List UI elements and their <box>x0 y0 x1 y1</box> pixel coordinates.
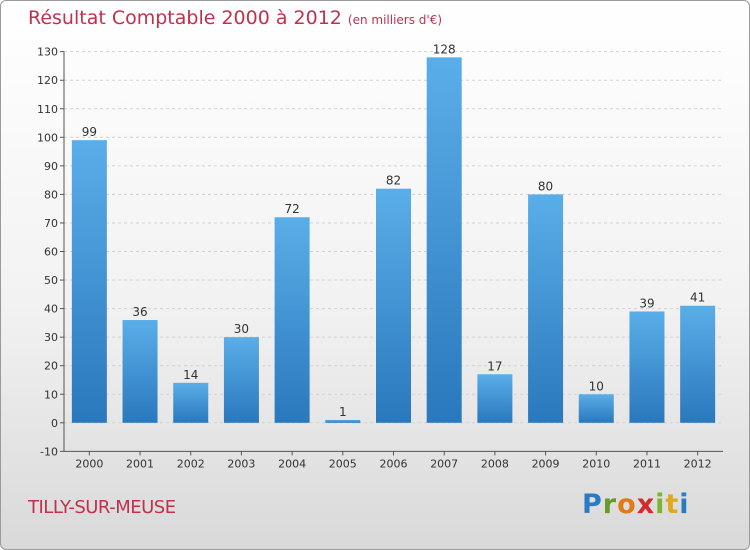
y-tick-label: 50 <box>44 274 58 287</box>
bar <box>325 419 361 423</box>
y-tick-label: 100 <box>37 131 58 144</box>
x-tick-label: 2010 <box>582 457 610 470</box>
y-tick-label: 10 <box>44 388 58 401</box>
y-tick-label: 20 <box>44 360 58 373</box>
x-tick-label: 2003 <box>227 457 255 470</box>
data-label: 10 <box>589 379 604 393</box>
x-tick-label: 2012 <box>684 457 712 470</box>
x-tick-label: 2001 <box>126 457 154 470</box>
data-label: 39 <box>639 296 654 310</box>
data-label: 1 <box>339 405 347 419</box>
y-tick-label: 60 <box>44 246 58 259</box>
bar <box>122 320 158 423</box>
chart-title: Résultat Comptable 2000 à 2012 (en millie… <box>28 7 442 29</box>
y-tick-label: 40 <box>44 303 58 316</box>
data-label: 128 <box>433 42 456 56</box>
data-label: 36 <box>132 305 147 319</box>
x-tick-label: 2008 <box>481 457 509 470</box>
bar <box>578 394 614 423</box>
x-tick-label: 2006 <box>380 457 408 470</box>
y-tick-label: 110 <box>37 103 58 116</box>
data-label: 41 <box>690 291 705 305</box>
y-tick-label: 90 <box>44 160 58 173</box>
chart-subtitle: (en milliers d'€) <box>347 13 443 27</box>
data-label: 14 <box>183 368 198 382</box>
x-tick-label: 2005 <box>329 457 357 470</box>
bar <box>426 57 462 423</box>
commune-name: TILLY-SUR-MEUSE <box>28 497 176 518</box>
bar <box>223 337 259 423</box>
y-tick-label: 70 <box>44 217 58 230</box>
x-tick-label: 2004 <box>278 457 306 470</box>
data-label: 80 <box>538 179 553 193</box>
y-tick-label: 130 <box>37 46 58 59</box>
bar <box>173 382 209 423</box>
proxiti-logo[interactable]: Proxiti <box>582 489 690 520</box>
bar <box>71 140 107 423</box>
y-tick-label: 30 <box>44 331 58 344</box>
label-layer: 99 36 14 30 72 1 82 128 17 80 10 39 41 <box>82 42 706 419</box>
bar <box>528 194 564 423</box>
bar-layer <box>71 57 716 423</box>
chart-title-text: Résultat Comptable 2000 à 2012 <box>28 7 342 29</box>
bar <box>629 311 665 423</box>
bar <box>376 188 411 423</box>
data-label: 82 <box>386 174 401 188</box>
y-tick-label: 0 <box>51 417 58 430</box>
data-label: 30 <box>234 322 249 336</box>
bar <box>477 374 513 423</box>
x-tick-label: 2007 <box>430 457 458 470</box>
x-tick-label: 2011 <box>633 457 661 470</box>
data-label: 17 <box>487 359 502 373</box>
x-tick-label: 2000 <box>75 457 103 470</box>
bar <box>274 217 310 423</box>
y-tick-label: 120 <box>37 74 58 87</box>
y-tick-label: -10 <box>40 445 58 458</box>
x-tick-label: 2009 <box>532 457 560 470</box>
data-label: 72 <box>284 202 299 216</box>
x-tick-label: 2002 <box>177 457 205 470</box>
bar <box>680 305 716 423</box>
data-label: 99 <box>82 125 97 139</box>
y-tick-label: 80 <box>44 188 58 201</box>
